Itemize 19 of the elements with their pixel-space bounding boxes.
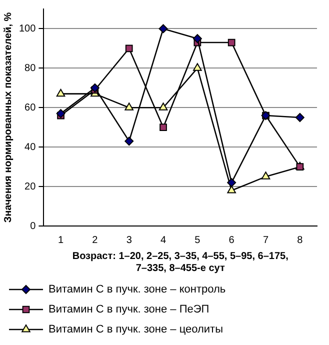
y-tick-label: 40 [24,142,36,153]
x-tick-label: 6 [228,234,235,246]
x-tick-label: 8 [297,234,304,246]
x-tick-label: 7 [262,234,269,246]
x-axis-title: Возраст: 1–20, 2–25, 3–35, 4–55, 5–95, 6–175, 7–335, 8–455-е сут [72,250,289,274]
legend-label: Витамин С в пучк. зоне – контроль [48,284,226,296]
legend-label: Витамин С в пучк. зоне – ПеЭП [48,304,210,316]
x-tick-label: 4 [160,234,166,246]
y-tick-label: 60 [24,102,36,114]
y-tick-label: 80 [24,62,36,74]
x-tick-label: 3 [126,234,132,246]
y-tick-label: 100 [18,23,36,34]
y-tick-label: 20 [24,181,36,192]
x-tick-label: 1 [58,234,64,246]
y-tick-label: 0 [30,220,36,232]
y-axis-title: Значения нормированных показателей, % [2,12,14,223]
x-tick-label: 5 [194,234,201,246]
legend-label: Витамин С в пучк. зоне – цеолиты [48,324,224,336]
x-tick-label: 2 [92,234,98,246]
